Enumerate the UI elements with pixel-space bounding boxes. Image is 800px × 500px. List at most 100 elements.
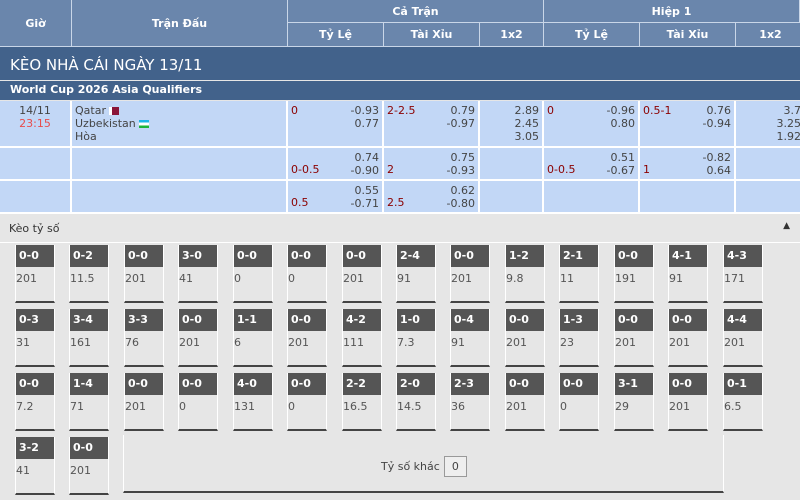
- score-label: 4-4: [724, 309, 762, 331]
- odds-value[interactable]: 0.64: [706, 164, 732, 177]
- score-card[interactable]: 0-0 0: [178, 373, 218, 431]
- odds-value[interactable]: -0.71: [350, 197, 379, 210]
- odds-1x2-value[interactable]: 3.05: [514, 130, 540, 143]
- score-card[interactable]: 2-0 14.5: [396, 373, 436, 431]
- score-card[interactable]: 1-0 7.3: [396, 309, 436, 367]
- score-odds: 0: [179, 400, 186, 413]
- score-card[interactable]: 1-1 6: [233, 309, 273, 367]
- score-card[interactable]: 0-3 31: [15, 309, 55, 367]
- score-label: 0-0: [288, 309, 326, 331]
- odds-line: 2-2.5: [387, 104, 416, 117]
- score-card[interactable]: 3-3 76: [124, 309, 164, 367]
- score-card[interactable]: 0-0 201: [287, 309, 327, 367]
- score-label: 2-2: [343, 373, 381, 395]
- score-card[interactable]: 0-0 201: [450, 245, 490, 303]
- odds-value[interactable]: 0.79: [450, 104, 476, 117]
- odds-value[interactable]: -0.82: [702, 151, 731, 164]
- odds-cell-h1_ou: 1 -0.82 0.64: [640, 148, 736, 181]
- odds-1x2-value[interactable]: 3.25: [776, 117, 800, 130]
- score-card[interactable]: 0-0 201: [668, 309, 708, 367]
- score-card[interactable]: 0-1 6.5: [723, 373, 763, 431]
- score-card[interactable]: 0-0 201: [69, 437, 109, 495]
- odds-line: 0.5: [291, 196, 309, 209]
- odds-value[interactable]: -0.67: [606, 164, 635, 177]
- score-card[interactable]: 4-2 111: [342, 309, 382, 367]
- odds-value[interactable]: -0.96: [606, 104, 635, 117]
- score-card[interactable]: 0-0 201: [124, 373, 164, 431]
- score-card[interactable]: 0-0 201: [342, 245, 382, 303]
- correct-score-header[interactable]: Kèo tỷ số ▲: [0, 215, 800, 243]
- score-card[interactable]: 2-4 91: [396, 245, 436, 303]
- odds-1x2-value[interactable]: 2.89: [514, 104, 540, 117]
- score-odds: 131: [234, 400, 255, 413]
- collapse-arrow-icon[interactable]: ▲: [783, 221, 790, 231]
- score-card[interactable]: 0-0 201: [505, 373, 545, 431]
- odds-value[interactable]: -0.80: [446, 197, 475, 210]
- league-name: World Cup 2026 Asia Qualifiers: [0, 81, 800, 100]
- score-odds: 191: [615, 272, 636, 285]
- score-card[interactable]: 1-4 71: [69, 373, 109, 431]
- score-card[interactable]: 3-1 29: [614, 373, 654, 431]
- odds-value[interactable]: 0.77: [354, 117, 380, 130]
- odds-value[interactable]: -0.94: [702, 117, 731, 130]
- draw-label: Hòa: [75, 130, 97, 143]
- odds-value[interactable]: 0.74: [354, 151, 380, 164]
- score-card[interactable]: 0-0 0: [559, 373, 599, 431]
- score-odds: 7.2: [16, 400, 34, 413]
- score-odds: 201: [451, 272, 472, 285]
- score-card[interactable]: 0-0 201: [505, 309, 545, 367]
- score-odds: 71: [70, 400, 84, 413]
- odds-value[interactable]: 0.51: [610, 151, 636, 164]
- score-card[interactable]: 0-0 201: [668, 373, 708, 431]
- score-label: 2-4: [397, 245, 435, 267]
- score-card[interactable]: 0-0 201: [614, 309, 654, 367]
- odds-value[interactable]: 0.62: [450, 184, 476, 197]
- match-teams[interactable]: Qatar Uzbekistan Hòa: [72, 101, 288, 148]
- score-card[interactable]: 2-2 16.5: [342, 373, 382, 431]
- score-card[interactable]: 4-3 171: [723, 245, 763, 303]
- score-card[interactable]: 0-0 201: [124, 245, 164, 303]
- away-team: Uzbekistan: [75, 117, 136, 130]
- score-card[interactable]: 0-2 11.5: [69, 245, 109, 303]
- odds-value[interactable]: -0.93: [350, 104, 379, 117]
- score-label: 1-4: [70, 373, 108, 395]
- score-card[interactable]: 0-0 191: [614, 245, 654, 303]
- odds-1x2-value[interactable]: 2.45: [514, 117, 540, 130]
- score-card[interactable]: 0-4 91: [450, 309, 490, 367]
- score-label: 0-0: [615, 309, 653, 331]
- odds-value[interactable]: 0.55: [354, 184, 380, 197]
- score-odds: 201: [179, 336, 200, 349]
- score-label: 4-1: [669, 245, 707, 267]
- score-card[interactable]: 3-4 161: [69, 309, 109, 367]
- odds-value[interactable]: 0.75: [450, 151, 476, 164]
- score-card[interactable]: 0-0 201: [15, 245, 55, 303]
- score-card[interactable]: 2-3 36: [450, 373, 490, 431]
- score-card[interactable]: 4-0 131: [233, 373, 273, 431]
- odds-1x2-value[interactable]: 1.92: [776, 130, 800, 143]
- score-card[interactable]: 0-0 0: [233, 245, 273, 303]
- score-card[interactable]: 2-1 11: [559, 245, 599, 303]
- score-card[interactable]: 1-3 23: [559, 309, 599, 367]
- score-card[interactable]: 4-1 91: [668, 245, 708, 303]
- odds-1x2-value[interactable]: 3.7: [783, 104, 800, 117]
- odds-value[interactable]: -0.93: [446, 164, 475, 177]
- score-card[interactable]: 3-2 41: [15, 437, 55, 495]
- score-card[interactable]: 0-0 0: [287, 373, 327, 431]
- score-card[interactable]: 1-2 9.8: [505, 245, 545, 303]
- odds-cell-h1_1x2: 3.7 3.25 1.92: [736, 101, 800, 148]
- score-odds: 11: [560, 272, 574, 285]
- odds-value[interactable]: 0.80: [610, 117, 636, 130]
- score-card[interactable]: 0-0 0: [287, 245, 327, 303]
- score-card[interactable]: 4-4 201: [723, 309, 763, 367]
- odds-value[interactable]: -0.97: [446, 117, 475, 130]
- score-odds: 0: [560, 400, 567, 413]
- score-label: 0-0: [70, 437, 108, 459]
- odds-value[interactable]: 0.76: [706, 104, 732, 117]
- score-odds: 36: [451, 400, 465, 413]
- score-card[interactable]: 0-0 7.2: [15, 373, 55, 431]
- score-odds: 11.5: [70, 272, 95, 285]
- odds-value[interactable]: -0.90: [350, 164, 379, 177]
- score-card[interactable]: 3-0 41: [178, 245, 218, 303]
- odds-line: 2: [387, 163, 394, 176]
- score-card[interactable]: 0-0 201: [178, 309, 218, 367]
